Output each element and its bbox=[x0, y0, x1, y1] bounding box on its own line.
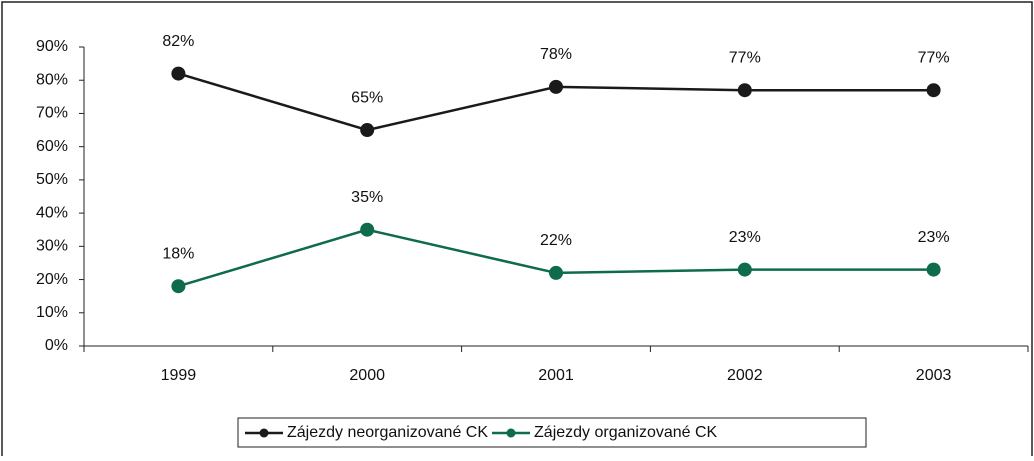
x-tick-label: 1999 bbox=[161, 367, 197, 384]
y-tick-label: 40% bbox=[36, 204, 68, 221]
y-tick-label: 50% bbox=[36, 171, 68, 188]
data-label: 77% bbox=[918, 49, 950, 66]
data-point bbox=[737, 262, 752, 277]
data-label: 78% bbox=[540, 46, 572, 63]
legend-swatch-dot bbox=[259, 428, 269, 438]
data-label: 18% bbox=[162, 245, 194, 262]
y-tick-label: 60% bbox=[36, 138, 68, 155]
y-tick-label: 10% bbox=[36, 304, 68, 321]
data-label: 35% bbox=[351, 189, 383, 206]
x-tick-label: 2002 bbox=[727, 367, 763, 384]
y-tick-label: 30% bbox=[36, 238, 68, 255]
data-point bbox=[737, 83, 752, 98]
y-tick-label: 20% bbox=[36, 271, 68, 288]
data-point bbox=[549, 79, 563, 94]
legend-label: Zájezdy organizované CK bbox=[534, 424, 718, 441]
data-point bbox=[926, 83, 941, 98]
x-tick-label: 2000 bbox=[349, 367, 385, 384]
x-tick-label: 2003 bbox=[916, 367, 952, 384]
data-label: 23% bbox=[729, 229, 761, 246]
data-label: 82% bbox=[162, 33, 194, 50]
legend-label: Zájezdy neorganizované CK bbox=[287, 424, 488, 441]
data-label: 65% bbox=[351, 89, 383, 106]
y-tick-label: 70% bbox=[36, 105, 68, 122]
data-point bbox=[360, 123, 375, 138]
data-point bbox=[171, 66, 186, 81]
data-point bbox=[549, 265, 563, 280]
y-tick-label: 90% bbox=[36, 38, 68, 55]
legend-box bbox=[237, 417, 867, 448]
data-label: 77% bbox=[729, 49, 761, 66]
legend-swatch-dot bbox=[506, 428, 516, 438]
y-tick-label: 0% bbox=[45, 337, 68, 354]
data-point bbox=[926, 262, 941, 277]
x-tick-label: 2001 bbox=[538, 367, 574, 384]
data-point bbox=[171, 279, 186, 294]
data-point bbox=[360, 222, 375, 237]
data-label: 22% bbox=[540, 232, 572, 249]
data-label: 23% bbox=[918, 229, 950, 246]
y-tick-label: 80% bbox=[36, 71, 68, 88]
